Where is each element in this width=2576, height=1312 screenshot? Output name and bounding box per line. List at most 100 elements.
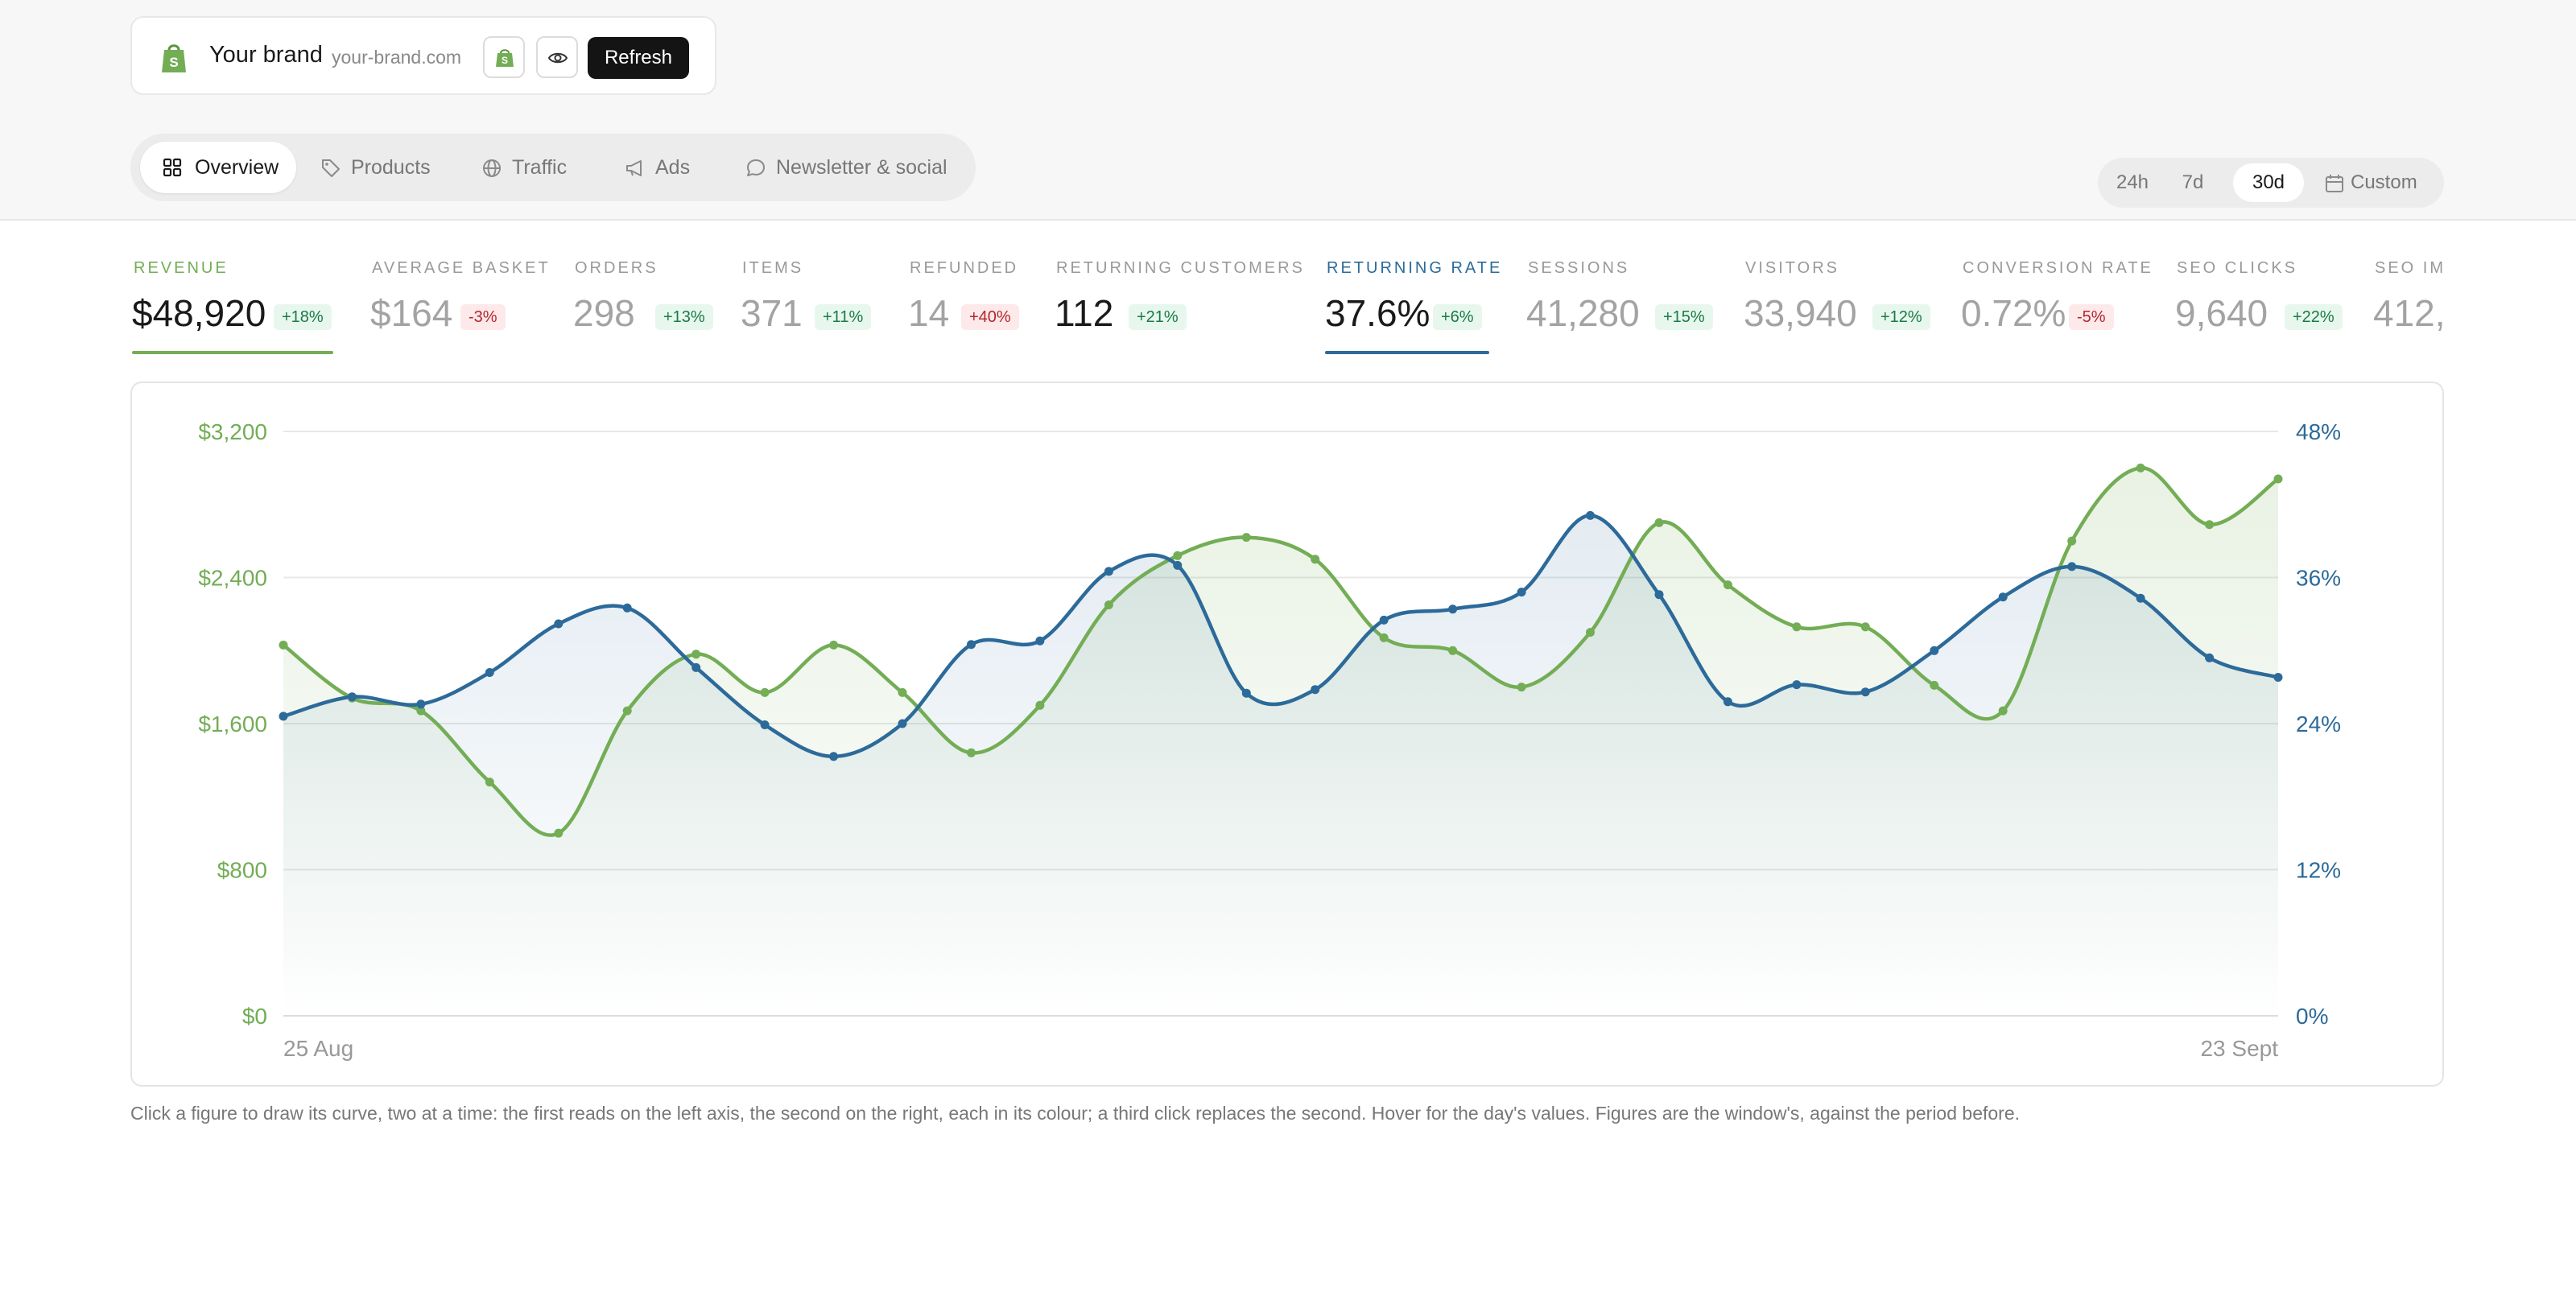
data-point	[1860, 622, 1870, 632]
chart-help-text: Click a figure to draw its curve, two at…	[130, 1103, 2021, 1124]
eye-icon	[547, 52, 568, 64]
tab-label: Overview	[195, 156, 279, 179]
data-point	[2273, 474, 2283, 484]
globe-icon	[483, 159, 501, 177]
shopify-bag-icon: S	[496, 49, 514, 67]
data-point	[554, 619, 564, 629]
range-7d-button[interactable]: 7d	[2182, 171, 2204, 193]
data-point	[1998, 706, 2008, 716]
data-point	[485, 668, 494, 677]
data-point	[1379, 615, 1389, 625]
metric-delta-badge: +18%	[274, 304, 332, 330]
data-point	[1792, 680, 1802, 690]
shopify-store-button[interactable]: S	[483, 36, 525, 78]
data-point	[1654, 590, 1664, 600]
metric-label: ITEMS	[742, 259, 804, 277]
data-point	[2273, 673, 2283, 682]
data-point	[1104, 567, 1113, 576]
data-point	[1517, 588, 1526, 597]
data-point	[967, 748, 976, 757]
series-line-revenue	[281, 466, 2281, 837]
range-custom-button[interactable]: Custom	[2314, 163, 2439, 202]
data-point	[279, 712, 288, 721]
metric-value: 298	[573, 292, 635, 334]
metric-delta-badge: +40%	[961, 304, 1019, 330]
dual-axis-line-chart[interactable]: $0 0% $800 12% $1,600 24% $2,400 36% $3,200 48% 25…	[132, 383, 2442, 1085]
data-point	[967, 640, 976, 650]
data-point	[416, 706, 426, 716]
data-point	[622, 706, 632, 716]
range-custom-label: Custom	[2351, 171, 2417, 193]
data-point	[2136, 593, 2145, 603]
data-point	[1930, 646, 1939, 655]
brand-name: Your brand	[209, 42, 323, 68]
data-point	[1173, 551, 1183, 560]
data-point	[1448, 646, 1458, 655]
metric-value: 0.72%	[1961, 292, 2066, 334]
data-point	[1311, 685, 1320, 695]
data-point	[1241, 688, 1251, 698]
left-axis-tick: $3,200	[198, 419, 267, 444]
metric-delta-badge: +21%	[1129, 304, 1187, 330]
data-point	[2136, 463, 2145, 472]
left-axis-tick: $800	[217, 858, 267, 883]
metric-value: 41,280	[1526, 292, 1640, 334]
left-axis-tick: $0	[242, 1004, 267, 1029]
metric-label: VISITORS	[1745, 259, 1839, 277]
right-axis-tick: 12%	[2296, 858, 2341, 883]
tab-label: Ads	[655, 156, 691, 179]
range-24h-button[interactable]: 24h	[2116, 171, 2149, 193]
data-point	[1998, 592, 2008, 602]
metric-delta-badge: +12%	[1872, 304, 1930, 330]
metric-value: 14	[908, 292, 950, 334]
data-point	[485, 778, 494, 787]
tab-products[interactable]: Products	[311, 142, 456, 193]
data-point	[1723, 580, 1732, 590]
metric-delta-badge: +22%	[2285, 304, 2343, 330]
metric-value: 37.6%	[1325, 292, 1430, 334]
svg-text:S: S	[502, 55, 508, 66]
brand-card: S Your brand your-brand.com S Refresh	[130, 16, 716, 95]
svg-text:S: S	[169, 55, 178, 70]
tab-traffic[interactable]: Traffic	[472, 142, 601, 193]
series-area-returning-rate	[283, 515, 2278, 1016]
tab-overview[interactable]: Overview	[140, 142, 296, 193]
data-point	[1448, 604, 1458, 614]
tab-ads[interactable]: Ads	[615, 142, 720, 193]
tab-label: Products	[351, 156, 431, 179]
metric-delta-badge: -5%	[2069, 304, 2114, 330]
metric-label: REFUNDED	[910, 259, 1019, 277]
data-point	[1311, 555, 1320, 564]
data-point	[2205, 653, 2215, 662]
data-point	[898, 719, 907, 728]
tab-newsletter-social[interactable]: Newsletter & social	[736, 142, 966, 193]
calendar-icon	[2326, 175, 2343, 192]
metric-delta-badge: +15%	[1655, 304, 1713, 330]
data-point	[1379, 633, 1389, 642]
range-30d-button[interactable]: 30d	[2233, 163, 2304, 202]
data-point	[829, 752, 839, 761]
metric-label: CONVERSION RATE	[1963, 259, 2153, 277]
metric-value: 412,	[2373, 292, 2444, 334]
metric-label: REVENUE	[134, 259, 229, 277]
data-point	[416, 699, 426, 709]
metric-delta-badge: -3%	[460, 304, 506, 330]
section-tabs: Overview Products Traffic Ads Newsletter…	[130, 134, 976, 201]
preview-button[interactable]	[536, 36, 578, 78]
x-axis-start-label: 25 Aug	[283, 1036, 353, 1061]
chart-card: $0 0% $800 12% $1,600 24% $2,400 36% $3,200 48% 25…	[130, 382, 2444, 1087]
data-point	[1792, 622, 1802, 632]
refresh-button[interactable]: Refresh	[588, 37, 689, 79]
data-point	[347, 692, 357, 702]
left-axis-tick: $1,600	[198, 712, 267, 736]
data-point	[2067, 536, 2077, 546]
metric-selected-underline	[1325, 351, 1489, 354]
data-point	[1035, 700, 1045, 710]
metric-label: SESSIONS	[1528, 259, 1630, 277]
right-axis-tick: 0%	[2296, 1004, 2328, 1029]
metric-label: AVERAGE BASKET	[372, 259, 551, 277]
right-axis-tick: 24%	[2296, 712, 2341, 736]
data-point	[2067, 562, 2077, 571]
data-point	[898, 687, 907, 697]
metric-value: 33,940	[1744, 292, 1857, 334]
